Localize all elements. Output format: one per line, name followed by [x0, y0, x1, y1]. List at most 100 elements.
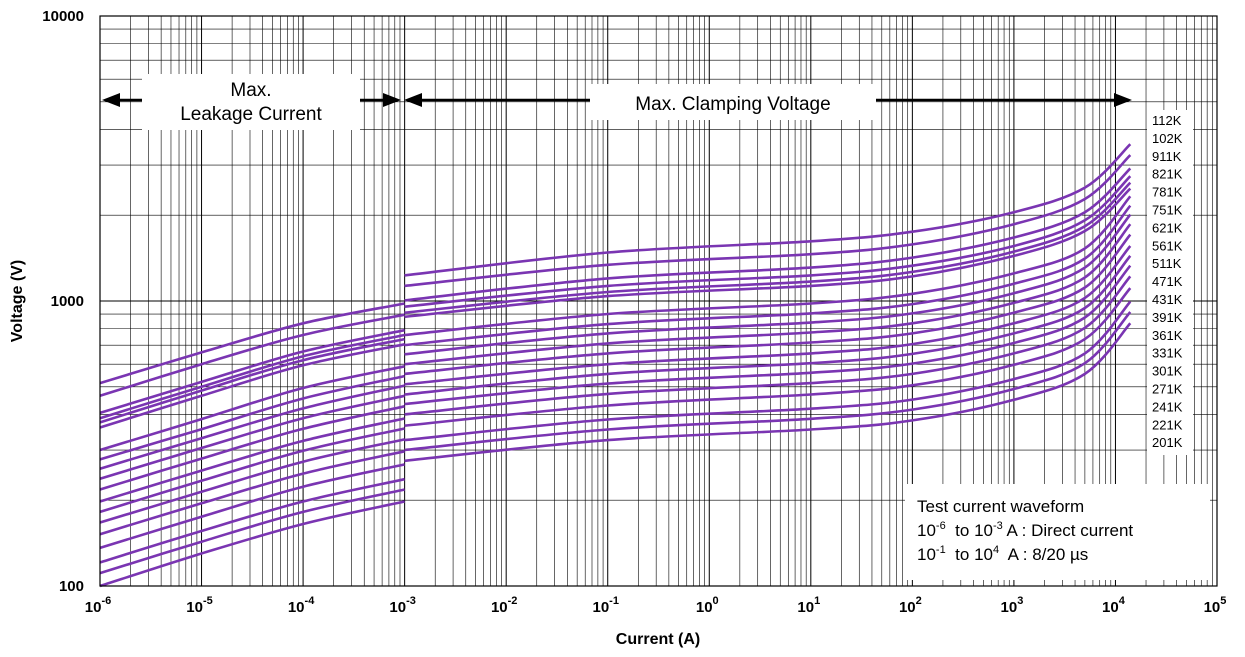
series-911K-leakage-line: [99, 328, 405, 415]
series-102K-clamping-line: [404, 154, 1132, 288]
x-tick-label: 104: [1102, 595, 1126, 616]
x-tick-base: 10: [186, 599, 203, 616]
series-label: 361K: [1152, 328, 1183, 343]
series-391K-clamping-line: [404, 245, 1132, 386]
series-471K-leakage-line: [99, 394, 405, 480]
clamping-arrow-left-head: [404, 93, 422, 107]
x-tick-label: 10-1: [592, 595, 618, 616]
leakage-arrow-right-head: [383, 93, 401, 107]
x-tick-label: 10-5: [186, 595, 212, 616]
series-751K-leakage-line: [99, 343, 405, 429]
x-tick-exponent: -6: [101, 595, 111, 607]
y-tick-label: 1000: [51, 293, 84, 310]
info-line-1-start-exp: -6: [936, 520, 946, 532]
x-tick-exponent: 4: [1119, 595, 1126, 607]
info-line-1-end-base: 10: [974, 521, 993, 540]
x-tick-base: 10: [899, 599, 916, 616]
series-label: 221K: [1152, 417, 1183, 432]
series-511K-clamping-line: [404, 213, 1132, 356]
x-tick-base: 10: [1204, 599, 1221, 616]
x-tick-exponent: -5: [203, 595, 213, 607]
series-label: 331K: [1152, 346, 1183, 361]
series-label: 201K: [1152, 435, 1183, 450]
info-line-1-mid: to: [946, 521, 974, 540]
x-tick-base: 10: [1102, 599, 1119, 616]
series-271K-leakage-line: [99, 463, 405, 550]
y-tick-label: 100: [59, 578, 84, 595]
x-tick-base: 10: [696, 599, 713, 616]
x-tick-base: 10: [288, 599, 305, 616]
leakage-label-line2: Leakage Current: [180, 104, 322, 125]
series-label: 821K: [1152, 167, 1183, 182]
clamping-arrow-right-head: [1114, 93, 1132, 107]
clamping-label-box: [590, 84, 876, 120]
series-label: 621K: [1152, 220, 1183, 235]
info-line-1-rest: A : Direct current: [1003, 521, 1134, 540]
x-tick-exponent: 2: [916, 595, 922, 607]
series-301K-clamping-line: [404, 275, 1132, 416]
series-lines: [99, 143, 1132, 588]
test-waveform-info: Test current waveform 10-6 to 10-3 A : D…: [905, 484, 1210, 580]
series-471K-clamping-line: [404, 223, 1132, 366]
series-821K-leakage-line: [99, 333, 405, 420]
series-241K-clamping-line: [404, 300, 1132, 442]
series-561K-leakage-line: [99, 374, 405, 461]
y-tick-labels: 100 1000 10000: [42, 8, 84, 595]
series-label: 471K: [1152, 274, 1183, 289]
series-821K-clamping-line: [404, 175, 1132, 308]
series-112K-clamping-line: [404, 143, 1132, 277]
info-box: [905, 484, 1210, 580]
x-tick-exponent: -3: [406, 595, 416, 607]
leakage-arrow-left-head: [102, 93, 120, 107]
series-241K-leakage-line: [99, 477, 405, 564]
leakage-annotation: Max. Leakage Current: [102, 74, 401, 130]
leakage-label-line1: Max.: [230, 80, 271, 101]
series-label: 241K: [1152, 399, 1183, 414]
x-tick-base: 10: [1001, 599, 1018, 616]
x-tick-exponent: -4: [305, 595, 316, 607]
series-431K-clamping-line: [404, 233, 1132, 376]
info-line-2-start-base: 10: [917, 545, 936, 564]
series-102K-leakage-line: [99, 313, 405, 398]
series-label: 561K: [1152, 238, 1183, 253]
leakage-label-box: [142, 74, 360, 130]
clamping-annotation: Max. Clamping Voltage: [404, 84, 1132, 120]
x-tick-base: 10: [85, 599, 102, 616]
series-label-box: [1147, 110, 1193, 455]
clamping-label: Max. Clamping Voltage: [635, 94, 830, 115]
series-781K-clamping-line: [404, 181, 1132, 314]
info-title: Test current waveform: [917, 497, 1084, 516]
y-tick-label: 10000: [42, 8, 84, 25]
series-361K-leakage-line: [99, 427, 405, 514]
series-751K-clamping-line: [404, 187, 1132, 319]
x-tick-label: 100: [696, 595, 719, 616]
series-621K-clamping-line: [404, 195, 1132, 337]
info-line-2: 10-1 to 104 A : 8/20 µs: [917, 544, 1088, 564]
series-561K-clamping-line: [404, 204, 1132, 347]
series-label: 781K: [1152, 185, 1183, 200]
series-621K-leakage-line: [99, 365, 405, 452]
x-tick-label: 103: [1001, 595, 1024, 616]
series-361K-clamping-line: [404, 255, 1132, 396]
x-tick-exponent: -2: [508, 595, 518, 607]
x-tick-exponent: 1: [814, 595, 820, 607]
x-tick-label: 101: [797, 595, 820, 616]
info-line-2-mid: to: [946, 545, 974, 564]
x-tick-exponent: -1: [609, 595, 619, 607]
y-axis-title: Voltage (V): [9, 260, 26, 342]
x-tick-base: 10: [389, 599, 406, 616]
series-431K-leakage-line: [99, 405, 405, 491]
series-label: 431K: [1152, 292, 1183, 307]
x-tick-exponent: 5: [1220, 595, 1226, 607]
series-391K-leakage-line: [99, 417, 405, 503]
series-label: 271K: [1152, 382, 1183, 397]
series-511K-leakage-line: [99, 384, 405, 470]
info-line-2-end-base: 10: [974, 545, 993, 564]
series-112K-leakage-line: [99, 302, 405, 385]
x-tick-base: 10: [491, 599, 508, 616]
plot-frame: [99, 15, 1218, 587]
x-tick-base: 10: [797, 599, 814, 616]
info-line-2-rest: A : 8/20 µs: [999, 545, 1088, 564]
x-tick-base: 10: [592, 599, 609, 616]
